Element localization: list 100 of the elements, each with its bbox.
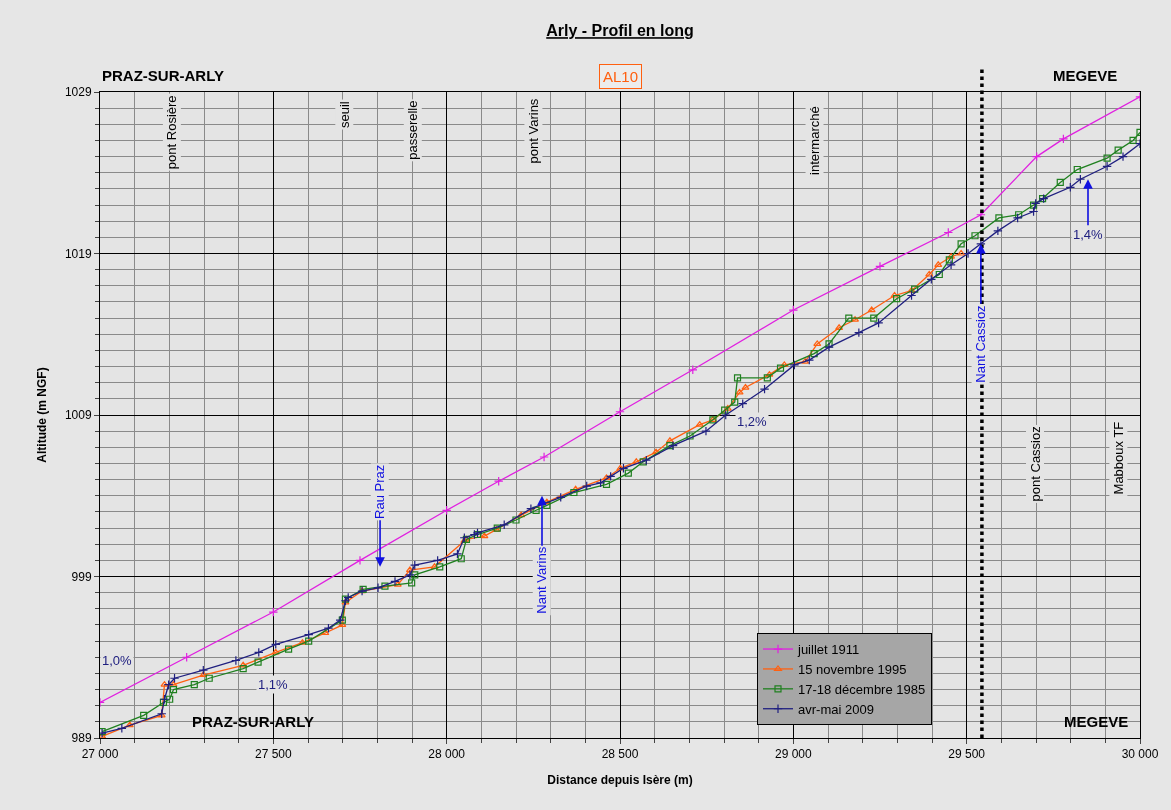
point — [741, 383, 750, 390]
point — [651, 448, 661, 455]
point — [405, 570, 415, 580]
point — [668, 440, 678, 451]
point — [615, 406, 625, 417]
annotation: 1,1% — [258, 677, 289, 692]
annotation: Nant Varins — [534, 546, 550, 614]
point — [284, 645, 293, 653]
point — [169, 685, 178, 694]
annotation: Nant Cassioz — [973, 305, 989, 383]
point — [166, 695, 174, 703]
point — [780, 361, 789, 368]
point — [1102, 161, 1112, 172]
point — [763, 374, 771, 382]
point — [338, 621, 347, 628]
point — [517, 511, 526, 518]
annotation: 1,0% — [102, 653, 133, 668]
point — [239, 661, 248, 668]
legend-label: 17-18 décembre 1985 — [798, 681, 926, 697]
point — [452, 549, 463, 559]
point — [190, 681, 198, 689]
point — [824, 342, 834, 352]
point — [870, 314, 878, 322]
text: PRAZ-SUR-ARLY — [102, 67, 224, 84]
point — [1114, 146, 1122, 154]
point — [890, 291, 899, 298]
point — [735, 388, 744, 395]
point — [457, 555, 465, 563]
point — [254, 658, 262, 666]
point — [733, 374, 742, 382]
point — [935, 270, 943, 279]
point — [571, 485, 580, 492]
point — [1012, 213, 1023, 223]
point — [720, 410, 731, 420]
point — [436, 563, 444, 571]
point — [543, 501, 551, 510]
point — [539, 452, 549, 462]
point — [390, 576, 400, 587]
chart-subtitle: AL10 — [603, 68, 639, 85]
point — [199, 671, 208, 678]
annotation: passerelle — [405, 100, 421, 160]
x-tick-label: 27 000 — [81, 747, 119, 762]
point — [993, 226, 1003, 236]
point — [405, 566, 414, 573]
x-tick-label: 30 000 — [1121, 747, 1159, 762]
point — [381, 582, 389, 590]
point — [305, 637, 313, 645]
point — [268, 607, 279, 617]
y-tick-label: 999 — [71, 569, 92, 584]
point — [512, 516, 520, 524]
y-tick-label: 989 — [71, 731, 92, 746]
x-axis-title: Distance depuis Isère (m) — [547, 773, 693, 788]
point — [581, 481, 592, 491]
x-tick-label: 28 500 — [601, 747, 639, 762]
point — [271, 648, 280, 655]
legend-label: 15 novembre 1995 — [798, 662, 907, 677]
point — [686, 432, 694, 440]
annotation: pont Varins — [525, 98, 541, 164]
point — [624, 469, 632, 477]
point — [867, 306, 876, 313]
point — [570, 488, 578, 497]
point — [731, 398, 739, 406]
point — [1015, 211, 1023, 219]
point — [911, 285, 919, 293]
point — [845, 314, 853, 322]
x-tick-label: 27 500 — [254, 747, 293, 762]
point — [1103, 154, 1111, 162]
point — [602, 480, 611, 489]
point — [945, 256, 953, 264]
text: MEGEVE — [1053, 67, 1118, 84]
point — [925, 270, 934, 277]
y-tick-label: 1019 — [64, 246, 92, 261]
point — [1129, 136, 1137, 145]
annotation: pont Cassioz — [1027, 426, 1043, 502]
point — [140, 711, 148, 719]
x-tick-label: 29 000 — [774, 747, 813, 762]
y-tick-label: 1029 — [64, 85, 92, 100]
x-tick-label: 28 000 — [428, 747, 466, 762]
point — [239, 664, 247, 673]
point — [788, 305, 799, 315]
point — [963, 248, 973, 259]
annotation: Mabboux TF — [1110, 421, 1126, 495]
point — [616, 464, 625, 471]
point — [776, 364, 785, 372]
point — [205, 674, 213, 682]
point — [526, 503, 536, 514]
point — [813, 340, 822, 347]
point — [810, 350, 818, 358]
point — [701, 426, 711, 436]
point — [957, 240, 965, 248]
point — [1073, 165, 1081, 174]
annotation: Rau Praz — [372, 464, 388, 519]
annotation: intermarché — [807, 106, 823, 175]
point — [971, 232, 979, 240]
point — [666, 442, 674, 450]
point — [1056, 178, 1064, 187]
point — [355, 555, 365, 566]
legend-label: avr-mai 2009 — [798, 701, 874, 717]
point — [321, 629, 330, 636]
point — [946, 260, 956, 270]
